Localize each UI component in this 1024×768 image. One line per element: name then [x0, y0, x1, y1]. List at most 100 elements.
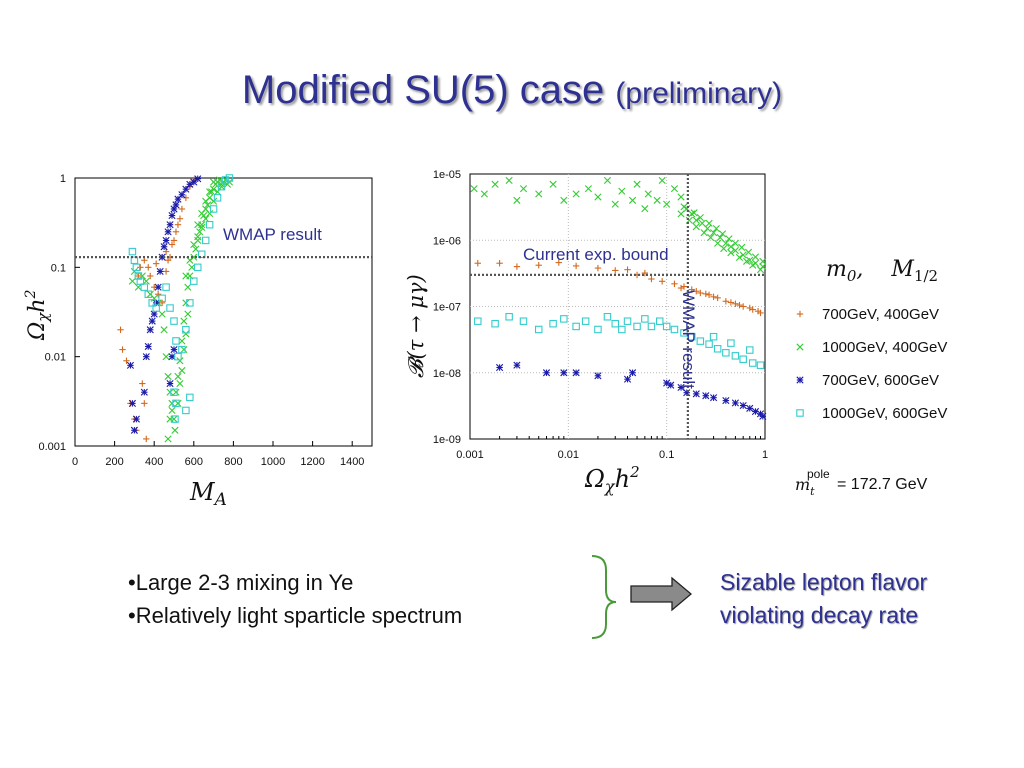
- left-points: [75, 174, 372, 443]
- right-data-point: [746, 304, 753, 312]
- bullet-item: •Relatively light sparticle spectrum: [128, 603, 463, 628]
- right-data-point: [641, 205, 649, 213]
- left-data-point: [174, 221, 182, 228]
- left-data-point: [162, 353, 170, 361]
- conclusion-line: violating decay rate: [720, 602, 919, 628]
- left-data-point: [213, 194, 222, 202]
- title-subtitle: (preliminary): [615, 77, 783, 110]
- right-data-point: [707, 233, 715, 242]
- left-data-point: [210, 197, 218, 205]
- left-ylabel: Ωχh2: [23, 289, 52, 341]
- right-data-point: [700, 229, 708, 237]
- right-data-point: [628, 196, 637, 204]
- left-xlabel: MA: [189, 478, 227, 510]
- right-data-point: [594, 325, 602, 334]
- left-data-point: [164, 435, 172, 443]
- right-data-point: [633, 180, 641, 188]
- right-ytick-label: 1e-09: [433, 434, 461, 446]
- left-data-point: [126, 361, 135, 369]
- right-data-point: [692, 223, 700, 231]
- right-ytick-label: 1e-08: [433, 368, 461, 380]
- right-data-point: [751, 253, 760, 261]
- left-data-point: [215, 176, 224, 184]
- right-data-point: [584, 185, 592, 193]
- left-data-point: [198, 223, 206, 231]
- left-data-point: [186, 299, 194, 307]
- right-data-point: [671, 280, 678, 288]
- left-data-point: [217, 180, 226, 188]
- right-data-point: [722, 397, 730, 405]
- legend-item: 1000GeV, 400GeV: [796, 339, 947, 356]
- left-data-point: [190, 277, 198, 285]
- right-data-point: [470, 185, 478, 193]
- left-data-point: [143, 435, 150, 443]
- right-xtick-label: 0.01: [558, 449, 579, 461]
- left-data-point: [137, 264, 144, 271]
- left-data-point: [184, 283, 192, 291]
- left-data-point: [148, 299, 156, 307]
- right-data-point: [677, 210, 685, 218]
- conclusion-text: Sizable lepton flavor violating decay ra…: [720, 566, 927, 632]
- right-data-point: [696, 337, 705, 345]
- right-data-point: [572, 262, 580, 270]
- right-data-point: [647, 322, 656, 331]
- right-data-point: [474, 260, 481, 267]
- right-data-point: [709, 229, 718, 237]
- left-data-point: [142, 277, 150, 285]
- right-data-point: [513, 196, 521, 204]
- title-main: Modified SU(5) case: [241, 68, 605, 112]
- top-mass-value: = 172.7 GeV: [837, 476, 928, 493]
- left-xtick-label: 1200: [300, 456, 324, 468]
- left-data-point: [158, 294, 166, 303]
- right-data-point: [690, 209, 698, 217]
- conclusion-line: Sizable lepton flavor: [720, 569, 928, 595]
- left-data-point: [160, 243, 168, 251]
- left-data-point: [168, 241, 176, 248]
- right-data-point: [480, 190, 488, 198]
- left-data-point: [176, 357, 184, 365]
- bullet-list: •Large 2-3 mixing in Ye •Relatively ligh…: [128, 566, 462, 632]
- left-data-point: [182, 194, 190, 202]
- right-data-point: [572, 322, 580, 331]
- right-data-point: [505, 176, 513, 185]
- right-wmap-label: WMAP result: [679, 290, 698, 389]
- left-data-point: [180, 317, 188, 325]
- left-data-point: [162, 283, 170, 291]
- right-data-point: [746, 404, 754, 412]
- left-data-point: [146, 326, 154, 334]
- right-data-point: [505, 313, 513, 321]
- left-data-point: [148, 317, 156, 325]
- legend-label: 1000GeV, 600GeV: [822, 405, 947, 422]
- right-data-point: [623, 375, 632, 383]
- left-data-point: [130, 267, 138, 276]
- left-data-point: [171, 415, 179, 423]
- right-data-point: [648, 275, 655, 283]
- left-data-point: [145, 264, 152, 271]
- right-data-point: [759, 412, 767, 420]
- left-data-point: [170, 388, 178, 396]
- left-data-point: [204, 201, 212, 209]
- left-data-point: [206, 209, 214, 218]
- right-data-point: [697, 289, 704, 297]
- legend-items: 700GeV, 400GeV 1000GeV, 400GeV 700GeV, 600…: [796, 306, 947, 422]
- right-data-point: [612, 267, 619, 274]
- right-data-point: [738, 243, 746, 251]
- legend-label: 700GeV, 600GeV: [822, 372, 939, 389]
- right-data-point: [519, 185, 528, 193]
- left-data-point: [172, 399, 180, 408]
- right-data-point: [693, 288, 700, 295]
- left-data-point: [197, 250, 206, 259]
- left-data-point: [178, 337, 186, 345]
- right-data-point: [720, 244, 728, 253]
- left-data-point: [171, 426, 179, 434]
- left-xtick-label: 0: [72, 456, 78, 468]
- right-data-point: [680, 329, 688, 337]
- right-data-point: [731, 399, 739, 407]
- right-data-point: [709, 332, 718, 341]
- left-data-point: [147, 272, 154, 280]
- legend-header: m0, M1/2: [826, 257, 938, 285]
- left-data-point: [174, 195, 182, 203]
- left-data-point: [196, 228, 204, 236]
